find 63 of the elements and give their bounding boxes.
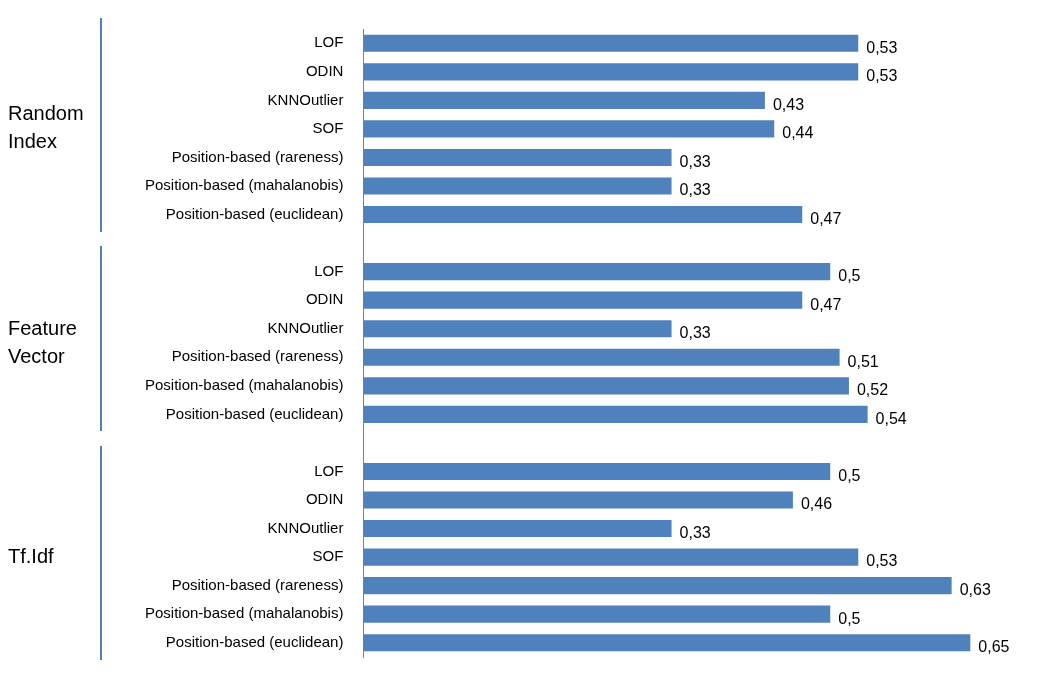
y-tick-label: Position-based (euclidean) xyxy=(165,632,344,650)
bar xyxy=(363,634,971,652)
bar xyxy=(363,320,672,338)
data-label: 0,53 xyxy=(866,38,898,56)
text: Random Index xyxy=(8,102,84,153)
bar xyxy=(363,348,840,366)
y-tick-label: Position-based (mahalanobis) xyxy=(144,604,344,622)
bar xyxy=(363,177,672,195)
bar xyxy=(363,63,859,81)
text: Feature Vector xyxy=(8,316,77,367)
y-tick-label: KNNOutlier xyxy=(267,318,344,336)
bar xyxy=(363,148,672,167)
data-label: 0,47 xyxy=(810,295,842,313)
data-label: 0,46 xyxy=(800,495,833,513)
y-tick-label: LOF xyxy=(314,261,344,279)
data-label: 0,63 xyxy=(959,581,991,599)
bar xyxy=(363,519,672,538)
bar xyxy=(363,605,831,623)
data-label: 0,33 xyxy=(679,181,711,199)
y-tick-label: LOF xyxy=(314,33,344,51)
bar xyxy=(363,491,793,509)
bar xyxy=(363,205,803,224)
y-tick-label: Position-based (rareness) xyxy=(171,347,344,365)
data-label: 0,5 xyxy=(838,267,861,285)
data-label: 0,33 xyxy=(679,523,711,541)
data-label: 0,33 xyxy=(679,152,711,170)
y-tick-label: Position-based (rareness) xyxy=(171,575,344,593)
y-tick-label: ODIN xyxy=(305,290,344,308)
y-tick-label: KNNOutlier xyxy=(267,90,344,108)
y-tick-label: SOF xyxy=(312,547,344,565)
bar xyxy=(363,548,859,566)
bar xyxy=(363,291,803,309)
data-label: 0,47 xyxy=(810,209,842,227)
data-label: 0,5 xyxy=(838,466,861,484)
bar xyxy=(363,263,831,281)
data-label: 0,65 xyxy=(978,638,1010,656)
bar xyxy=(363,577,952,595)
bar xyxy=(363,462,831,481)
y-tick-label: LOF xyxy=(314,461,344,479)
data-label: 0,54 xyxy=(875,409,907,427)
y-tick-label: ODIN xyxy=(305,61,344,79)
bar xyxy=(363,377,849,395)
y-tick-label: Position-based (rareness) xyxy=(171,147,344,165)
data-label: 0,53 xyxy=(866,552,898,570)
data-label: 0,53 xyxy=(866,67,898,85)
y-tick-label: ODIN xyxy=(305,490,344,508)
y-tick-label: Position-based (mahalanobis) xyxy=(144,375,344,393)
data-label: 0,5 xyxy=(838,609,861,627)
y-tick-label: KNNOutlier xyxy=(267,518,344,536)
data-label: 0,33 xyxy=(679,324,711,342)
data-label: 0,51 xyxy=(847,352,879,370)
bar xyxy=(363,120,775,138)
bar xyxy=(363,34,859,52)
data-label: 0,44 xyxy=(782,124,814,142)
text: Tf.Idf xyxy=(8,544,55,567)
y-tick-label: Position-based (euclidean) xyxy=(165,404,344,422)
y-tick-label: SOF xyxy=(312,119,344,137)
bar xyxy=(363,91,765,109)
bar xyxy=(363,405,868,423)
data-label: 0,43 xyxy=(772,95,805,113)
data-label: 0,52 xyxy=(856,381,889,399)
y-tick-label: Position-based (euclidean) xyxy=(165,204,344,222)
y-tick-label: Position-based (mahalanobis) xyxy=(144,176,344,194)
